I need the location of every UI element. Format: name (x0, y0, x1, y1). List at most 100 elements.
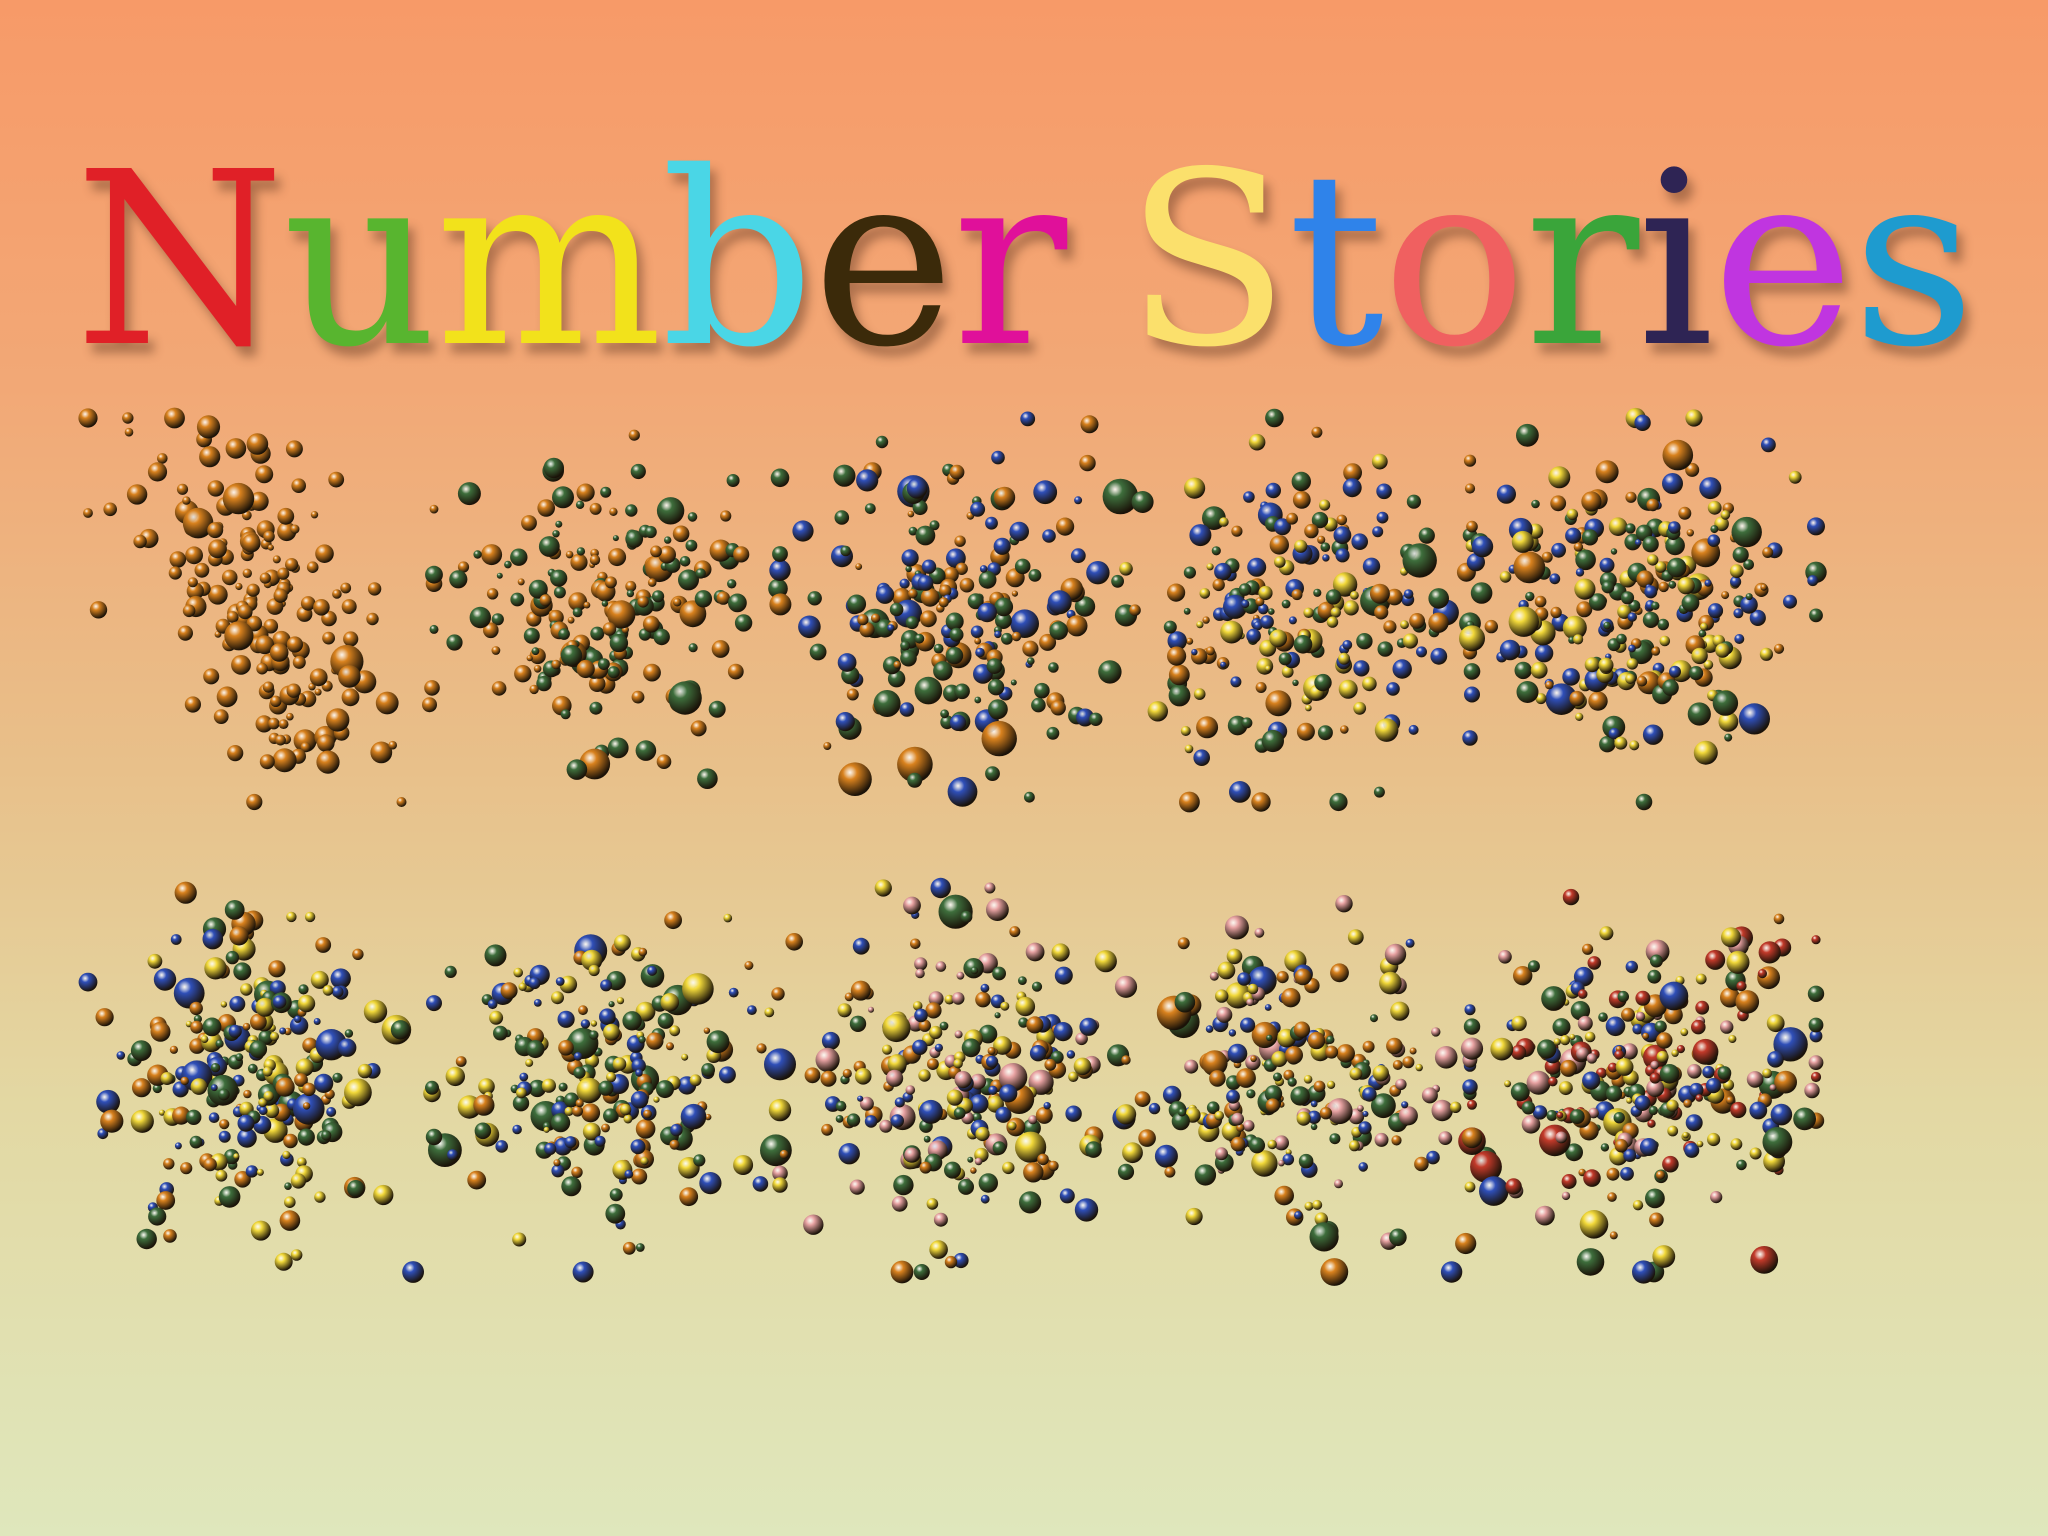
marble (1296, 1111, 1311, 1126)
marble-cluster-graphic (425, 911, 792, 1283)
marble (576, 483, 595, 502)
marble (1362, 1087, 1377, 1102)
marble (1209, 971, 1219, 981)
marble (1584, 1031, 1596, 1043)
marble (1009, 521, 1029, 542)
marble (1189, 524, 1212, 547)
marble (487, 999, 498, 1010)
marble (1049, 621, 1068, 640)
marble (290, 524, 300, 534)
marble (904, 1147, 920, 1163)
marble (631, 690, 645, 704)
marble (247, 1063, 258, 1074)
marble (210, 1084, 218, 1092)
marble (1236, 1068, 1256, 1088)
marble (1736, 1159, 1747, 1171)
marble-cluster-6[interactable] (78, 880, 441, 1283)
marble (1762, 547, 1774, 558)
marble (300, 742, 311, 753)
marble (727, 663, 744, 680)
marble (726, 474, 740, 487)
marble (1386, 682, 1400, 696)
marble-cluster-2[interactable] (425, 410, 788, 810)
marble (1025, 942, 1045, 962)
marble-cluster-1[interactable] (78, 407, 440, 811)
marble (1294, 1211, 1303, 1220)
marble (1065, 1105, 1082, 1122)
marble (1625, 491, 1637, 503)
marble-cluster-5[interactable] (1459, 407, 1827, 811)
marble (536, 675, 552, 692)
marble (1293, 635, 1313, 654)
marble (543, 1126, 550, 1133)
marble (116, 1051, 126, 1060)
marble (914, 1008, 928, 1023)
marble (1730, 1138, 1743, 1151)
marble (204, 957, 227, 980)
marble (1606, 1167, 1620, 1181)
marble-cluster-4[interactable] (1114, 408, 1481, 813)
marble (1217, 961, 1236, 980)
marble (1550, 495, 1567, 512)
marble (190, 1078, 208, 1095)
marble-cluster-7[interactable] (425, 880, 792, 1283)
marble (955, 562, 968, 575)
marble (567, 616, 575, 624)
marble (1560, 1059, 1577, 1077)
marble (1044, 1058, 1057, 1071)
marble (1164, 1166, 1176, 1178)
marble (1374, 718, 1399, 742)
marble (1463, 1018, 1481, 1035)
marble (1434, 1046, 1458, 1069)
marble-cluster-9[interactable] (1114, 880, 1478, 1286)
marble-cluster-10[interactable] (1458, 880, 1825, 1284)
marble (551, 991, 564, 1005)
marble (1251, 1150, 1278, 1177)
marble (1464, 686, 1480, 703)
marble (429, 504, 439, 514)
marble (1353, 660, 1370, 677)
marble (1290, 1086, 1310, 1106)
marble (1634, 539, 1642, 546)
marble (1662, 1155, 1679, 1173)
marble (855, 563, 863, 570)
marble-cluster-3[interactable] (769, 410, 1139, 810)
marble (868, 1006, 874, 1013)
marble (1281, 666, 1294, 678)
marble (1336, 514, 1348, 526)
marble (1241, 717, 1253, 729)
marble (426, 995, 442, 1012)
marble (1274, 518, 1291, 536)
marble (1310, 1100, 1318, 1108)
marble (1265, 1098, 1280, 1113)
marble (1010, 609, 1039, 638)
marble (552, 530, 560, 538)
marble (1573, 966, 1594, 987)
marble (513, 967, 523, 978)
marble (1167, 583, 1186, 602)
marble (1598, 657, 1614, 673)
marble (1535, 693, 1547, 705)
marble (1513, 551, 1546, 584)
marble (578, 1005, 588, 1016)
marble (954, 1071, 972, 1089)
marble (295, 1058, 314, 1077)
marble (1027, 657, 1035, 665)
marble (1059, 1188, 1075, 1204)
marble (949, 627, 964, 642)
marble (944, 1161, 961, 1179)
marble (890, 1114, 904, 1128)
marble (1561, 1174, 1577, 1189)
marble (272, 748, 297, 773)
marble-cluster-8[interactable] (764, 877, 1136, 1284)
marble (152, 1083, 163, 1094)
marble (1121, 1055, 1131, 1065)
marble (1556, 1111, 1564, 1119)
marble (609, 633, 629, 653)
marble (1322, 554, 1330, 562)
marble (1230, 1136, 1246, 1152)
marble (1304, 523, 1319, 539)
marble (1330, 607, 1341, 618)
marble (277, 567, 290, 580)
marble (282, 1150, 291, 1160)
